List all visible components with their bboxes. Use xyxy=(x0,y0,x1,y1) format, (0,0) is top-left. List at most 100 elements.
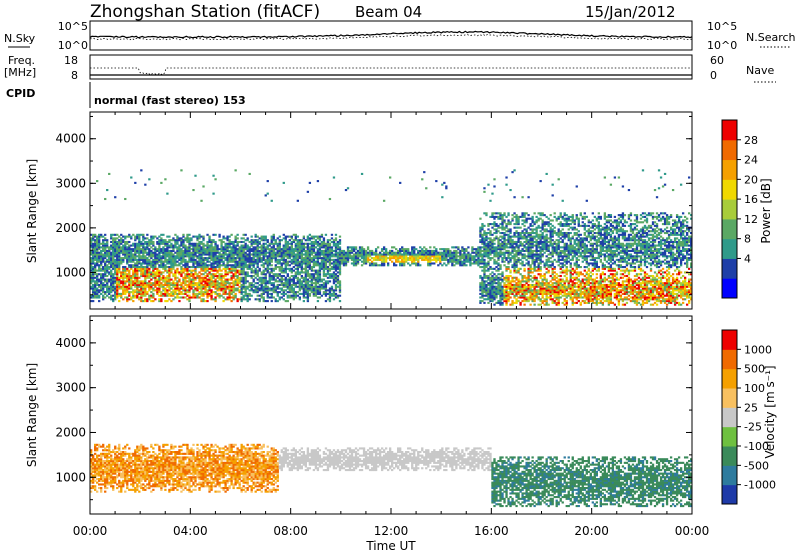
echo-cell xyxy=(164,239,167,242)
echo-cell xyxy=(505,278,508,281)
echo-cell xyxy=(505,287,508,290)
echo-cell xyxy=(236,237,239,240)
echo-cell xyxy=(399,248,402,251)
echo-cell xyxy=(483,267,486,270)
echo-cell xyxy=(96,235,99,238)
echo-cell xyxy=(437,258,440,261)
echo-cell xyxy=(174,285,177,288)
echo-cell xyxy=(234,239,237,242)
echo-cell xyxy=(435,258,438,261)
echo-cell xyxy=(130,287,133,290)
echo-cell xyxy=(240,280,243,283)
echo-cell xyxy=(252,262,255,265)
echo-cell xyxy=(186,274,189,278)
echo-cell xyxy=(112,251,115,254)
echo-cell xyxy=(158,289,161,292)
echo-cell xyxy=(499,273,502,276)
echo-cell xyxy=(266,262,269,265)
echo-cell xyxy=(198,262,201,265)
echo-cell xyxy=(228,246,231,249)
echo-cell xyxy=(206,260,209,263)
echo-cell xyxy=(334,242,338,245)
echo-cell xyxy=(152,260,155,263)
echo-cell xyxy=(136,251,139,254)
echo-cell xyxy=(228,294,231,297)
echo-cell xyxy=(244,287,247,290)
echo-cell xyxy=(395,253,398,256)
echo-cell xyxy=(212,274,215,278)
echo-cell xyxy=(198,240,201,244)
echo-cell xyxy=(529,239,532,242)
echo-cell xyxy=(178,300,181,303)
echo-cell xyxy=(318,267,322,270)
echo-cell xyxy=(296,291,299,294)
echo-cell xyxy=(531,239,534,242)
echo-cell xyxy=(316,248,320,251)
echo-cell xyxy=(465,249,468,252)
echo-cell xyxy=(290,244,293,247)
echo-cell xyxy=(150,237,153,240)
echo-cell xyxy=(407,253,410,256)
echo-cell xyxy=(531,228,534,231)
echo-cell xyxy=(296,239,299,242)
echo-cell xyxy=(489,273,492,276)
echo-cell xyxy=(493,291,496,294)
echo-cell xyxy=(290,287,293,290)
echo-cell xyxy=(120,292,123,295)
echo-cell xyxy=(228,271,231,274)
echo-cell xyxy=(98,266,101,269)
echo-cell xyxy=(118,251,121,254)
echo-cell xyxy=(128,233,131,236)
echo-cell xyxy=(274,285,277,288)
echo-cell xyxy=(302,292,306,295)
echo-cell xyxy=(208,237,211,240)
echo-cell xyxy=(176,264,179,267)
echo-cell xyxy=(224,282,227,285)
echo-cell xyxy=(256,274,259,278)
echo-cell xyxy=(405,257,408,260)
echo-cell xyxy=(302,260,306,263)
echo-cell xyxy=(525,230,528,233)
echo-cell xyxy=(491,249,494,252)
echo-cell xyxy=(304,291,308,294)
echo-cell xyxy=(232,251,235,254)
echo-cell xyxy=(268,258,271,261)
echo-cell xyxy=(108,280,111,283)
echo-cell xyxy=(90,244,93,247)
echo-cell xyxy=(158,274,161,278)
echo-cell xyxy=(96,291,99,294)
echo-cell xyxy=(206,240,209,244)
echo-cell xyxy=(352,248,356,251)
echo-cell xyxy=(288,285,291,288)
echo-cell xyxy=(198,296,201,299)
echo-cell xyxy=(302,300,306,303)
echo-cell xyxy=(505,251,508,254)
echo-cell xyxy=(196,289,199,292)
echo-cell xyxy=(338,249,342,252)
echo-cell xyxy=(300,282,304,285)
echo-cell xyxy=(90,273,93,276)
echo-cell xyxy=(126,267,129,270)
echo-cell xyxy=(515,278,518,281)
echo-cell xyxy=(276,255,279,258)
echo-cell xyxy=(134,278,137,281)
echo-cell xyxy=(112,237,115,240)
echo-cell xyxy=(260,239,263,242)
echo-cell xyxy=(505,242,508,245)
echo-cell xyxy=(266,260,269,263)
echo-cell xyxy=(98,240,101,244)
echo-cell xyxy=(164,178,167,181)
echo-cell xyxy=(170,269,173,272)
echo-cell xyxy=(280,248,283,251)
echo-cell xyxy=(451,257,454,260)
echo-cell xyxy=(126,260,129,263)
echo-cell xyxy=(316,240,320,244)
echo-cell xyxy=(493,258,496,261)
echo-cell xyxy=(226,264,229,267)
echo-cell xyxy=(214,242,217,245)
echo-cell xyxy=(156,240,159,244)
echo-cell xyxy=(527,280,530,283)
echo-cell xyxy=(200,255,203,258)
echo-cell xyxy=(427,257,430,260)
echo-cell xyxy=(501,257,504,260)
